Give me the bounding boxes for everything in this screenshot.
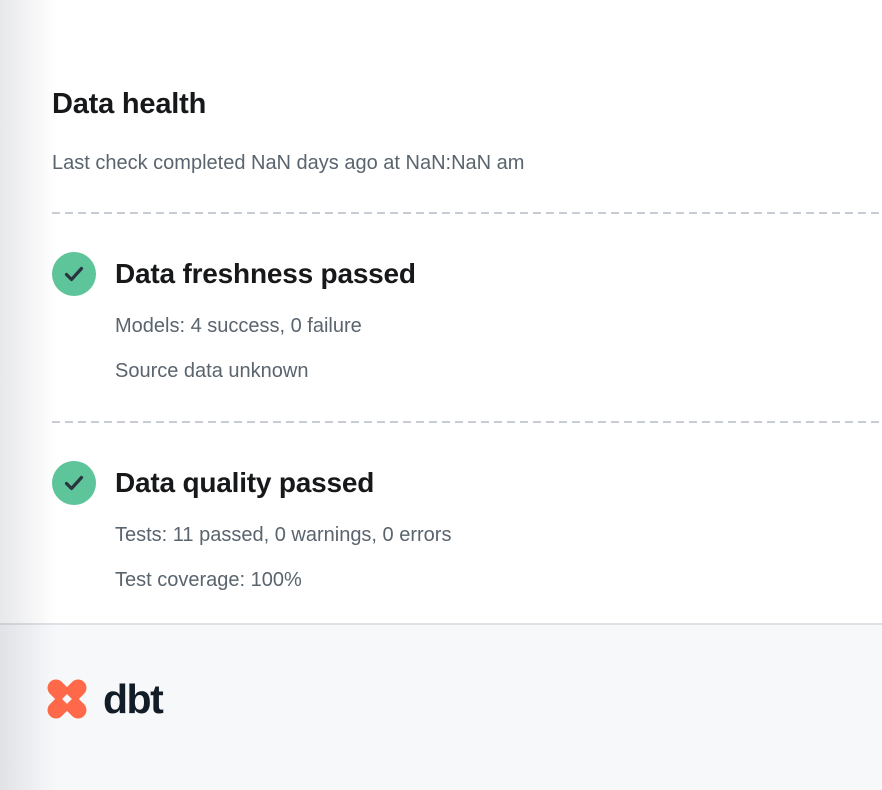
quality-coverage-summary: Test coverage: 100% <box>115 569 302 592</box>
status-passed-badge <box>52 461 96 506</box>
status-passed-badge <box>52 252 96 297</box>
data-health-panel: Data health Last check completed NaN day… <box>52 88 882 593</box>
dbt-brand-link[interactable]: dbt <box>42 674 164 724</box>
dashed-divider <box>52 421 882 424</box>
freshness-source-summary: Source data unknown <box>115 360 309 383</box>
dbt-wordmark: dbt <box>103 676 164 722</box>
freshness-section-title: Data freshness passed <box>115 258 416 290</box>
page-title: Data health <box>52 88 207 120</box>
footer: dbt <box>0 623 882 790</box>
dbt-logo-icon <box>47 679 87 719</box>
dashed-divider <box>52 212 882 215</box>
section-data-quality: Data quality passed Tests: 11 passed, 0 … <box>52 461 882 593</box>
quality-tests-summary: Tests: 11 passed, 0 warnings, 0 errors <box>115 524 452 547</box>
section-body: Data freshness passed Models: 4 success,… <box>115 252 416 384</box>
check-icon <box>64 476 84 491</box>
section-body: Data quality passed Tests: 11 passed, 0 … <box>115 461 451 593</box>
freshness-models-summary: Models: 4 success, 0 failure <box>115 315 362 338</box>
check-icon <box>64 267 84 282</box>
section-data-freshness: Data freshness passed Models: 4 success,… <box>52 252 882 384</box>
last-check-status: Last check completed NaN days ago at NaN… <box>52 152 525 175</box>
quality-section-title: Data quality passed <box>115 467 375 499</box>
